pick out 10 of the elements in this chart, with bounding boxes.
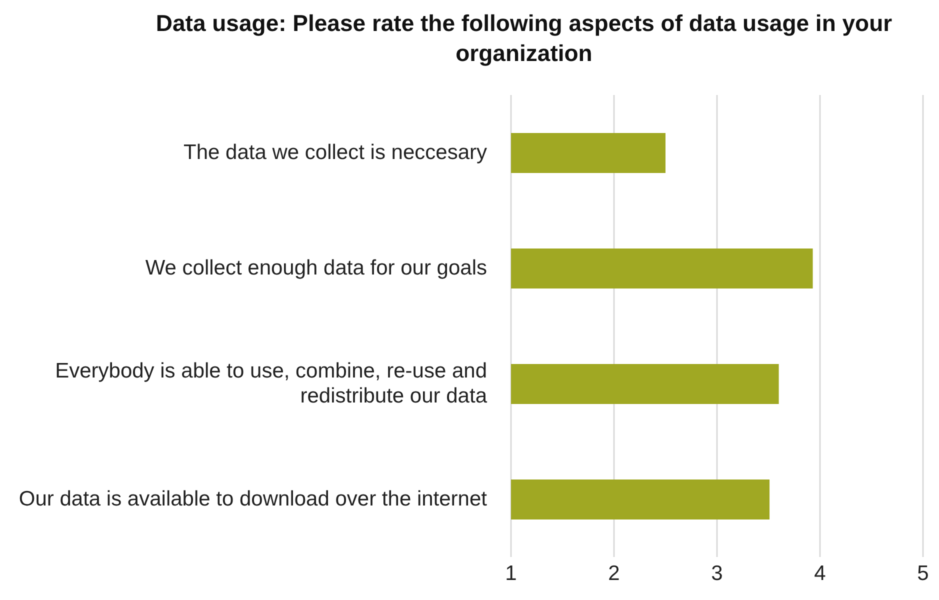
y-tick-label: Everybody is able to use, combine, re-use and redistribute our data: [55, 358, 488, 407]
x-tick-label: 3: [711, 562, 723, 585]
x-tick-label: 2: [608, 562, 620, 585]
x-tick-label: 5: [917, 562, 929, 585]
x-tick-label: 4: [814, 562, 826, 585]
chart-title: Data usage: Please rate the following aspects of data usage in your organization: [154, 9, 894, 68]
y-tick-label: We collect enough data for our goals: [145, 256, 487, 279]
x-tick-label: 1: [505, 562, 517, 585]
y-tick-label: Our data is available to download over the internet: [18, 486, 488, 510]
y-tick-label: The data we collect is neccesary: [184, 140, 488, 164]
